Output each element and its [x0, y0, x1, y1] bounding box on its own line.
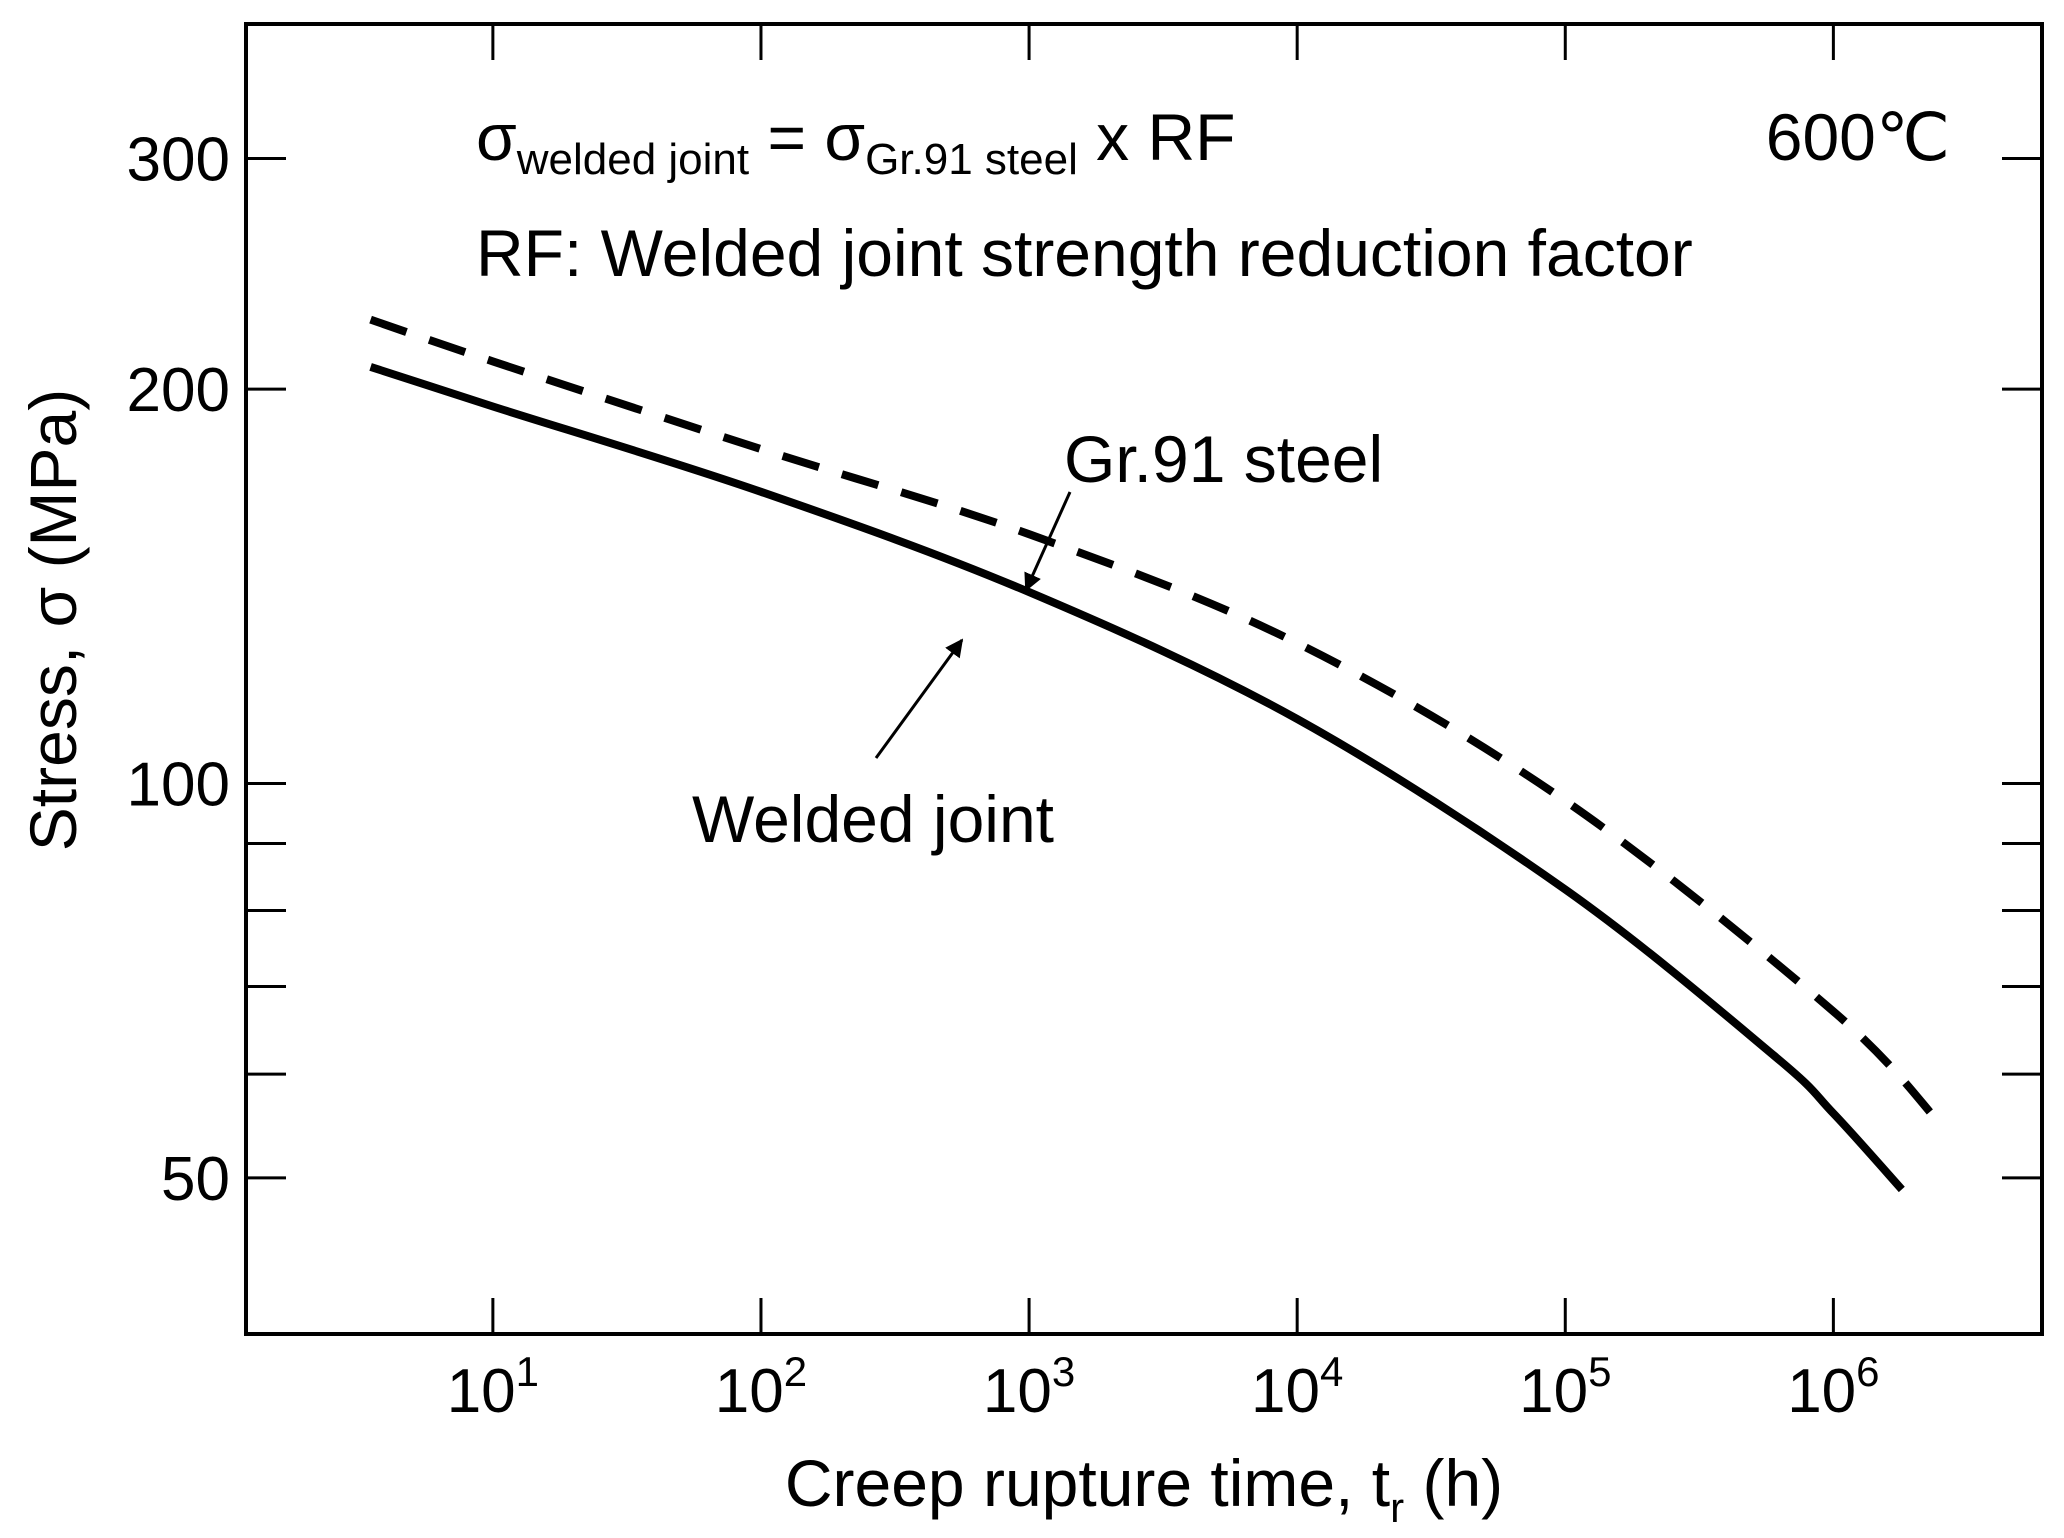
series-label-gr91-steel: Gr.91 steel	[1064, 422, 1383, 496]
y-tick-label: 200	[127, 356, 230, 425]
x-tick-label: 102	[715, 1348, 807, 1426]
gr91-pointer-arrow	[1024, 491, 1072, 592]
rf-definition: RF: Welded joint strength reduction fact…	[476, 216, 1693, 290]
series-line-welded-joint	[369, 363, 1905, 1193]
x-tick-label: 105	[1519, 1348, 1611, 1426]
formula-annotation: σwelded joint = σGr.91 steel x RF	[476, 100, 1236, 184]
y-tick-label: 50	[161, 1145, 230, 1214]
x-tick-label: 106	[1787, 1348, 1879, 1426]
x-tick-label: 101	[447, 1348, 539, 1426]
series-line-gr91-steel	[369, 315, 1944, 1127]
temperature-label: 600℃	[1766, 100, 1950, 174]
x-tick-label: 103	[983, 1348, 1075, 1426]
x-axis-label: Creep rupture time, tr (h)	[785, 1446, 1503, 1531]
y-tick-label: 100	[127, 751, 230, 820]
y-axis-ticks: 50 100 200 300	[127, 125, 2042, 1214]
x-tick-label: 104	[1251, 1348, 1343, 1426]
x-axis-ticks: 101 102 103 104 105 106	[447, 24, 1880, 1426]
y-tick-label: 300	[127, 125, 230, 194]
welded-pointer-arrow	[874, 638, 964, 759]
series-label-welded-joint: Welded joint	[692, 782, 1054, 856]
plot-frame	[244, 22, 2044, 1336]
y-axis-label: Stress, σ (MPa)	[16, 389, 90, 851]
